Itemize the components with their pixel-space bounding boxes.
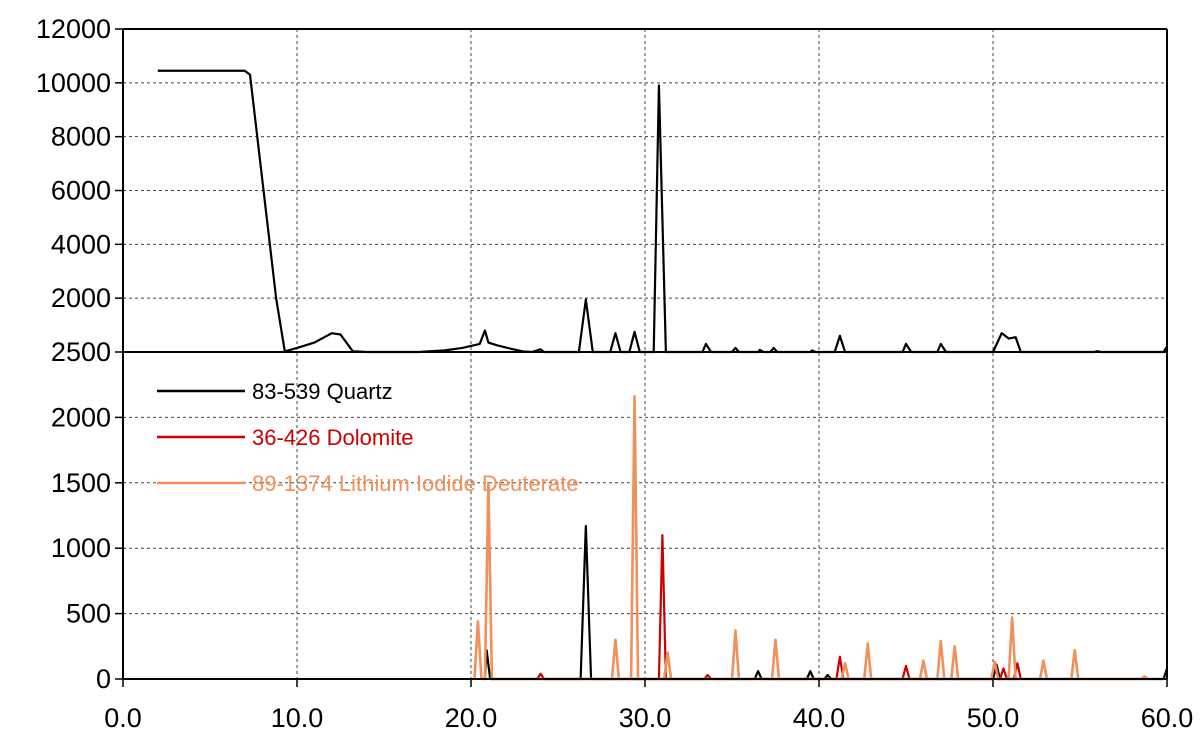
series-line-bottom-1 bbox=[536, 534, 1022, 681]
x-tick-label: 20.0 bbox=[445, 703, 498, 733]
y-tick-label: 12000 bbox=[36, 14, 111, 44]
legend-label: 36-426 Dolomite bbox=[252, 425, 413, 450]
y-tick-label: 1000 bbox=[51, 533, 111, 563]
x-tick-label: 50.0 bbox=[967, 703, 1020, 733]
y-tick-label: 2000 bbox=[51, 402, 111, 432]
axes bbox=[115, 28, 1168, 687]
legend: 83-539 Quartz 36-426 Dolomite 89-1374 Lith… bbox=[157, 379, 579, 496]
x-tick-label: 0.0 bbox=[104, 703, 142, 733]
y-tick-label: 1500 bbox=[51, 468, 111, 498]
x-tick-label: 60.0 bbox=[1141, 703, 1194, 733]
x-tick-label: 40.0 bbox=[793, 703, 846, 733]
y-tick-label: 6000 bbox=[51, 176, 111, 206]
y-tick-label: 8000 bbox=[51, 122, 111, 152]
y-tick-label: 2500 bbox=[51, 337, 111, 367]
y-tick-label: 4000 bbox=[51, 229, 111, 259]
y-tick-label: 500 bbox=[66, 599, 111, 629]
y-tick-label: 10000 bbox=[36, 68, 111, 98]
tick-labels: 0.0 10.0 20.0 30.0 40.0 50.0 60.0 2500 2000 4000 6… bbox=[36, 14, 1193, 733]
y-tick-label: 0 bbox=[96, 664, 111, 694]
legend-label: 83-539 Quartz bbox=[252, 379, 393, 404]
y-tick-label: 2000 bbox=[51, 283, 111, 313]
x-tick-label: 30.0 bbox=[619, 703, 672, 733]
x-tick-label: 10.0 bbox=[271, 703, 324, 733]
legend-label: 89-1374 Lithium Iodide Deuterate bbox=[252, 471, 579, 496]
grid bbox=[123, 29, 1167, 679]
